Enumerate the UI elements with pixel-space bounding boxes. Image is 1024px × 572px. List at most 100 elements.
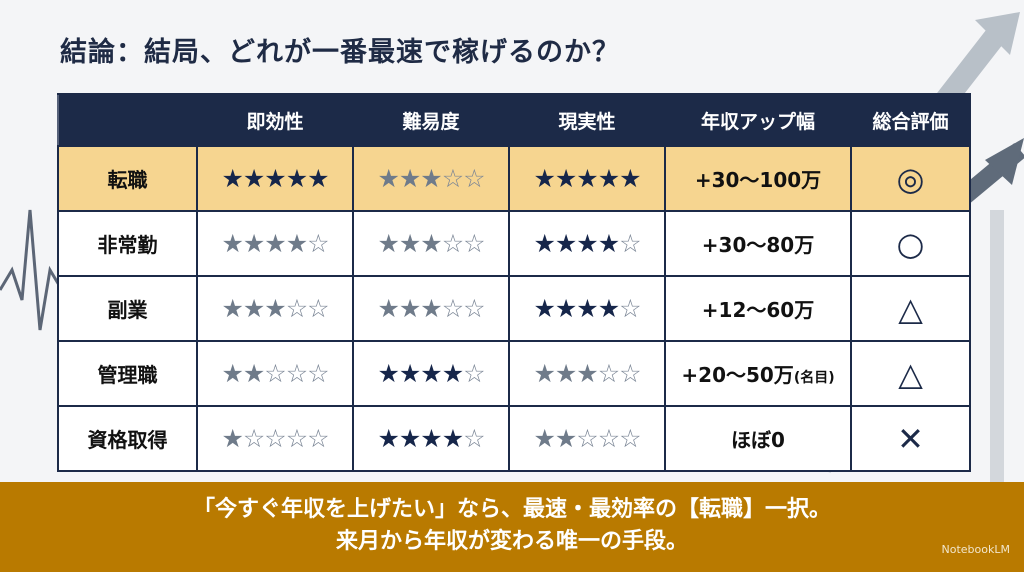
row-label: 副業	[57, 275, 198, 342]
star-empty-icon: ☆	[264, 359, 286, 388]
column-header: 即効性	[196, 93, 354, 147]
star-filled-icon: ★	[576, 164, 598, 193]
star-rating: ★★☆☆☆	[196, 340, 354, 407]
star-filled-icon: ★	[264, 229, 286, 258]
table-row: 転職 ★★★★★ ★★★☆☆ ★★★★★ +30〜100万 ◎	[57, 145, 971, 212]
conclusion-line-2: 来月から年収が変わる唯一の手段。	[335, 529, 688, 554]
star-filled-icon: ★	[420, 229, 442, 258]
star-filled-icon: ★	[242, 294, 265, 323]
conclusion-line-1: 「今すぐ年収を上げたい」なら、最速・最効率の【転職】一択。	[192, 497, 831, 522]
star-filled-icon: ★	[576, 229, 598, 258]
star-empty-icon: ☆	[307, 424, 329, 453]
column-header: 年収アップ幅	[664, 93, 852, 147]
row-label: 管理職	[57, 340, 198, 407]
star-filled-icon: ★	[307, 164, 329, 193]
table-header-row: 即効性 難易度 現実性 年収アップ幅 総合評価	[57, 93, 971, 147]
star-filled-icon: ★	[398, 164, 421, 193]
star-empty-icon: ☆	[463, 359, 485, 388]
income-range: +20〜50万(名目)	[664, 340, 852, 407]
star-empty-icon: ☆	[463, 229, 485, 258]
star-empty-icon: ☆	[285, 294, 308, 323]
star-empty-icon: ☆	[441, 229, 464, 258]
income-range: ほぼ0	[664, 405, 852, 472]
star-rating: ★★★★☆	[352, 340, 510, 407]
star-filled-icon: ★	[441, 424, 464, 453]
table-row: 非常勤 ★★★★☆ ★★★☆☆ ★★★★☆ +30〜80万 ○	[57, 210, 971, 277]
star-filled-icon: ★	[242, 359, 265, 388]
table-row: 資格取得 ★☆☆☆☆ ★★★★☆ ★★☆☆☆ ほぼ0 ✕	[57, 405, 971, 472]
star-filled-icon: ★	[420, 164, 442, 193]
star-rating: ★★★★☆	[196, 210, 354, 277]
star-empty-icon: ☆	[307, 229, 329, 258]
table-row: 副業 ★★★☆☆ ★★★☆☆ ★★★★☆ +12〜60万 △	[57, 275, 971, 342]
star-empty-icon: ☆	[619, 424, 641, 453]
star-rating: ★★☆☆☆	[508, 405, 666, 472]
star-filled-icon: ★	[398, 294, 421, 323]
star-filled-icon: ★	[221, 294, 243, 323]
star-empty-icon: ☆	[597, 359, 620, 388]
table-row: 管理職 ★★☆☆☆ ★★★★☆ ★★★☆☆ +20〜50万(名目) △	[57, 340, 971, 407]
star-filled-icon: ★	[221, 229, 243, 258]
star-filled-icon: ★	[420, 294, 442, 323]
range-value: +30〜100万	[694, 168, 822, 192]
star-empty-icon: ☆	[597, 424, 620, 453]
star-rating: ★★★☆☆	[196, 275, 354, 342]
income-range: +12〜60万	[664, 275, 852, 342]
star-filled-icon: ★	[619, 164, 641, 193]
row-label: 非常勤	[57, 210, 198, 277]
star-filled-icon: ★	[285, 164, 308, 193]
star-filled-icon: ★	[597, 294, 620, 323]
star-filled-icon: ★	[597, 229, 620, 258]
star-filled-icon: ★	[242, 164, 265, 193]
range-value: +30〜80万	[701, 233, 815, 257]
star-filled-icon: ★	[221, 424, 243, 453]
row-label: 転職	[57, 145, 198, 212]
star-rating: ★★★☆☆	[508, 340, 666, 407]
star-filled-icon: ★	[221, 359, 243, 388]
star-filled-icon: ★	[533, 164, 555, 193]
star-rating: ★★★★☆	[352, 405, 510, 472]
star-filled-icon: ★	[264, 164, 286, 193]
star-filled-icon: ★	[554, 229, 577, 258]
column-header: 現実性	[508, 93, 666, 147]
star-filled-icon: ★	[597, 164, 620, 193]
star-filled-icon: ★	[533, 424, 555, 453]
column-header: 難易度	[352, 93, 510, 147]
income-range: +30〜80万	[664, 210, 852, 277]
star-filled-icon: ★	[576, 294, 598, 323]
page-title: 結論：結局、どれが一番最速で稼げるのか？	[60, 37, 620, 68]
star-filled-icon: ★	[398, 359, 421, 388]
verdict-mark: ✕	[850, 405, 971, 472]
star-empty-icon: ☆	[463, 424, 485, 453]
star-empty-icon: ☆	[463, 294, 485, 323]
star-empty-icon: ☆	[307, 359, 329, 388]
star-rating: ★★★★★	[508, 145, 666, 212]
star-filled-icon: ★	[377, 164, 399, 193]
star-empty-icon: ☆	[441, 164, 464, 193]
star-filled-icon: ★	[285, 229, 308, 258]
star-empty-icon: ☆	[619, 294, 641, 323]
column-header	[57, 93, 198, 147]
star-rating: ★★★☆☆	[352, 210, 510, 277]
comparison-table: 即効性 難易度 現実性 年収アップ幅 総合評価 転職 ★★★★★ ★★★☆☆ ★★★★★ +30…	[57, 93, 971, 472]
range-value: +20〜50万	[681, 363, 794, 387]
range-note: (名目)	[793, 370, 835, 386]
row-label: 資格取得	[57, 405, 198, 472]
star-filled-icon: ★	[377, 359, 399, 388]
star-filled-icon: ★	[576, 359, 598, 388]
star-filled-icon: ★	[377, 294, 399, 323]
star-empty-icon: ☆	[619, 359, 641, 388]
star-empty-icon: ☆	[441, 294, 464, 323]
star-filled-icon: ★	[242, 229, 265, 258]
star-filled-icon: ★	[377, 424, 399, 453]
star-filled-icon: ★	[533, 359, 555, 388]
star-filled-icon: ★	[420, 424, 442, 453]
star-filled-icon: ★	[554, 424, 577, 453]
conclusion-banner: 「今すぐ年収を上げたい」なら、最速・最効率の【転職】一択。 来月から年収が変わる…	[0, 482, 1024, 572]
verdict-mark: △	[850, 340, 971, 407]
range-value: +12〜60万	[701, 298, 815, 322]
star-filled-icon: ★	[420, 359, 442, 388]
star-empty-icon: ☆	[264, 424, 286, 453]
star-filled-icon: ★	[377, 229, 399, 258]
star-empty-icon: ☆	[285, 424, 308, 453]
